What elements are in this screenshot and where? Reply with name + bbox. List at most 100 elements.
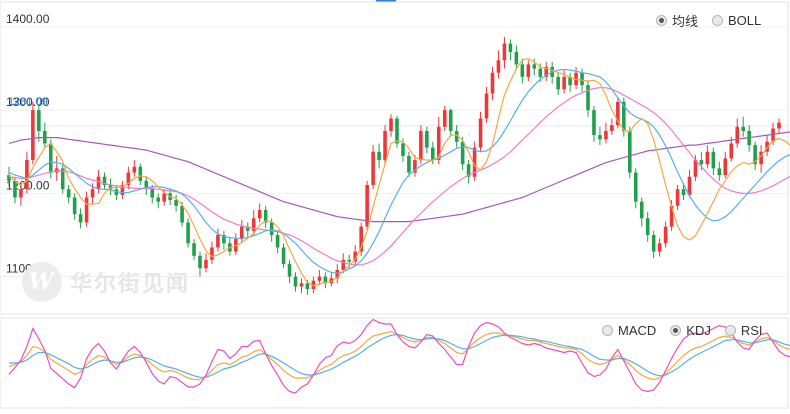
candle-body [138,166,143,181]
candle-body [90,189,95,198]
radio-kdj-icon[interactable] [670,325,682,336]
option-kdj-label[interactable]: KDJ [686,323,711,338]
candle-body [681,189,686,196]
candle-body [496,60,501,73]
candle-body [675,189,680,206]
candle-body [407,155,411,173]
candle-body [263,210,268,223]
candle-body [311,280,316,290]
candle-body [281,247,286,265]
candle-body [431,147,435,161]
candle-body [759,151,763,165]
radio-boll-icon[interactable] [712,15,724,26]
radio-macd-icon[interactable] [602,325,613,336]
candle-body [239,226,244,240]
candle-body [150,189,155,198]
watermark: W 华尔街见闻 [22,262,190,302]
candle-body [562,76,566,90]
candle-body [126,172,131,186]
candle-body [377,151,381,161]
option-rsi[interactable]: RSI [724,323,763,338]
candle-body [335,269,340,279]
candle-body [693,160,698,177]
candle-body [627,130,632,173]
candle-body [317,276,322,281]
candle-body [13,180,17,198]
candle-body [556,76,560,90]
candle-body [305,283,310,290]
candle-body [544,66,549,77]
candle-body [66,189,71,198]
candle-body [484,93,489,119]
radio-ma-icon[interactable] [656,15,667,26]
candle-body [48,143,53,173]
candle-body [729,143,734,159]
candle-body [299,283,304,287]
candle-body [383,130,387,161]
candle-body [413,160,417,173]
watermark-logo-icon: W [22,262,62,302]
candle-body [705,151,710,165]
candle-body [269,222,274,235]
candle-body [436,126,441,161]
option-rsi-label[interactable]: RSI [740,323,763,338]
candle-body [210,247,214,260]
candle-body [669,205,674,227]
candle-body [371,151,375,186]
candle-body [198,255,202,269]
candle-body [538,68,543,77]
candle-body [502,43,507,61]
candle-body [144,180,149,190]
candle-body [508,43,513,52]
option-macd[interactable]: MACD [602,323,656,338]
watermark-text: 华尔街见闻 [70,271,191,297]
candle-body [520,64,525,77]
option-boll-label[interactable]: BOLL [728,13,762,28]
candle-body [514,51,519,65]
candle-body [365,185,369,227]
candle-body [616,101,620,126]
candle-body [711,151,716,169]
candle-body [419,130,423,161]
candle-body [568,76,572,86]
candle-body [7,175,11,181]
candle-body [275,234,280,248]
sub-indicator-switch: MACD KDJ RSI [602,323,763,338]
candle-body [699,160,704,165]
candle-body [735,126,740,144]
candle-body [31,110,35,161]
candle-body [741,126,745,131]
candle-body [454,130,459,142]
main-frame [0,1,789,315]
candle-body [401,143,405,156]
option-boll[interactable]: BOLL [712,13,761,28]
candle-body [222,234,226,244]
candle-body [604,130,608,140]
candle-body [717,168,722,176]
radio-rsi-icon[interactable] [724,325,736,336]
candle-body [78,214,83,223]
candle-body [460,141,465,165]
candle-body [132,166,137,173]
ma-longest-line [8,131,790,223]
candle-body [771,128,775,142]
candle-body [25,160,29,190]
candle-body [490,72,495,94]
candle-body [216,234,220,248]
option-ma-label[interactable]: 均线 [672,14,699,29]
option-kdj[interactable]: KDJ [670,323,711,338]
option-macd-label[interactable]: MACD [618,323,657,338]
ma-long-line [8,87,790,266]
candle-body [651,234,656,252]
candle-body [120,185,125,196]
candle-body [598,135,602,140]
candle-body [586,85,590,111]
option-ma[interactable]: 均线 [656,11,698,30]
active-tab-indicator [376,0,396,2]
candle-body [293,276,298,287]
candle-body [580,72,584,86]
candle-body [633,172,638,202]
candle-body [329,278,334,284]
